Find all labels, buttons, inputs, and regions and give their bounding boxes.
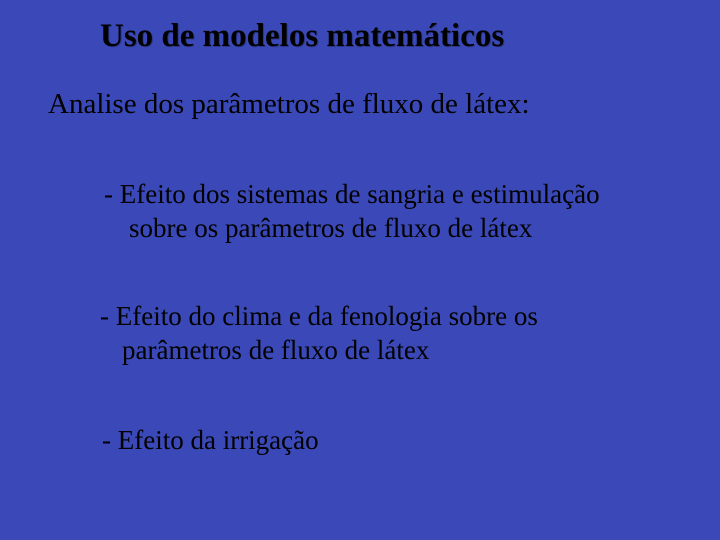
bullet-1-line-2: sobre os parâmetros de fluxo de látex (104, 212, 664, 246)
slide-subtitle: Analise dos parâmetros de fluxo de látex… (48, 88, 530, 121)
bullet-1: - Efeito dos sistemas de sangria e estim… (104, 178, 664, 246)
bullet-2-line-2: parâmetros de fluxo de látex (100, 334, 660, 368)
bullet-1-line-1: - Efeito dos sistemas de sangria e estim… (104, 179, 600, 209)
slide: Uso de modelos matemáticos Analise dos p… (0, 0, 720, 540)
slide-title: Uso de modelos matemáticos (100, 18, 504, 55)
bullet-2: - Efeito do clima e da fenologia sobre o… (100, 300, 660, 368)
bullet-2-line-1: - Efeito do clima e da fenologia sobre o… (100, 301, 538, 331)
bullet-3: - Efeito da irrigação (102, 424, 319, 458)
bullet-3-line-1: - Efeito da irrigação (102, 425, 319, 455)
